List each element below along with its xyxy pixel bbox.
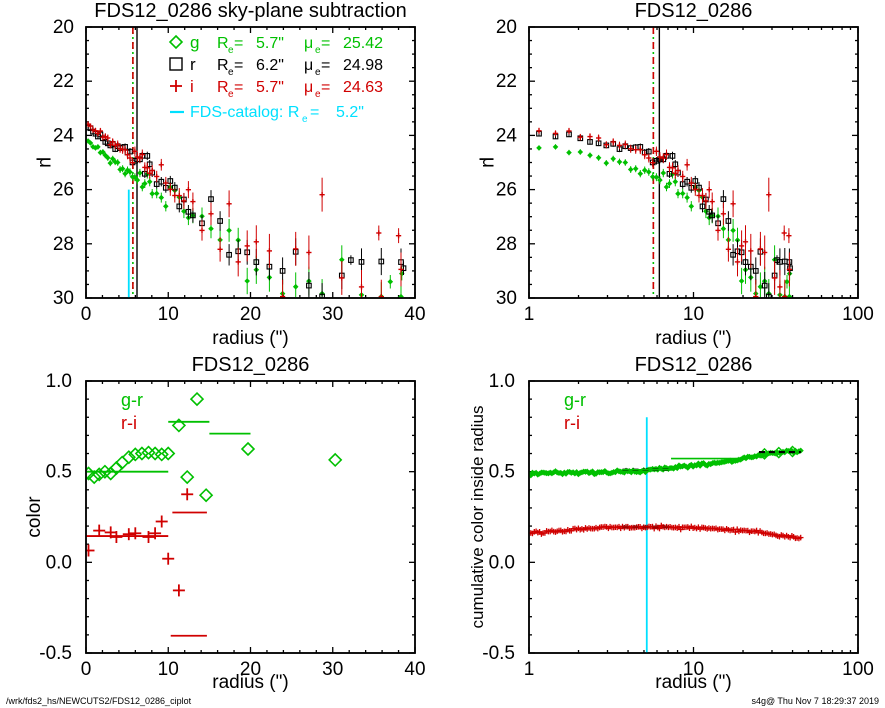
svg-text:s4g@ Thu Nov 7 18:29:37 2019: s4g@ Thu Nov 7 18:29:37 2019 <box>751 696 879 706</box>
svg-text:/wrk/fds2_hs/NEWCUTS2/FDS12_02: /wrk/fds2_hs/NEWCUTS2/FDS12_0286_ciplot <box>6 696 192 706</box>
